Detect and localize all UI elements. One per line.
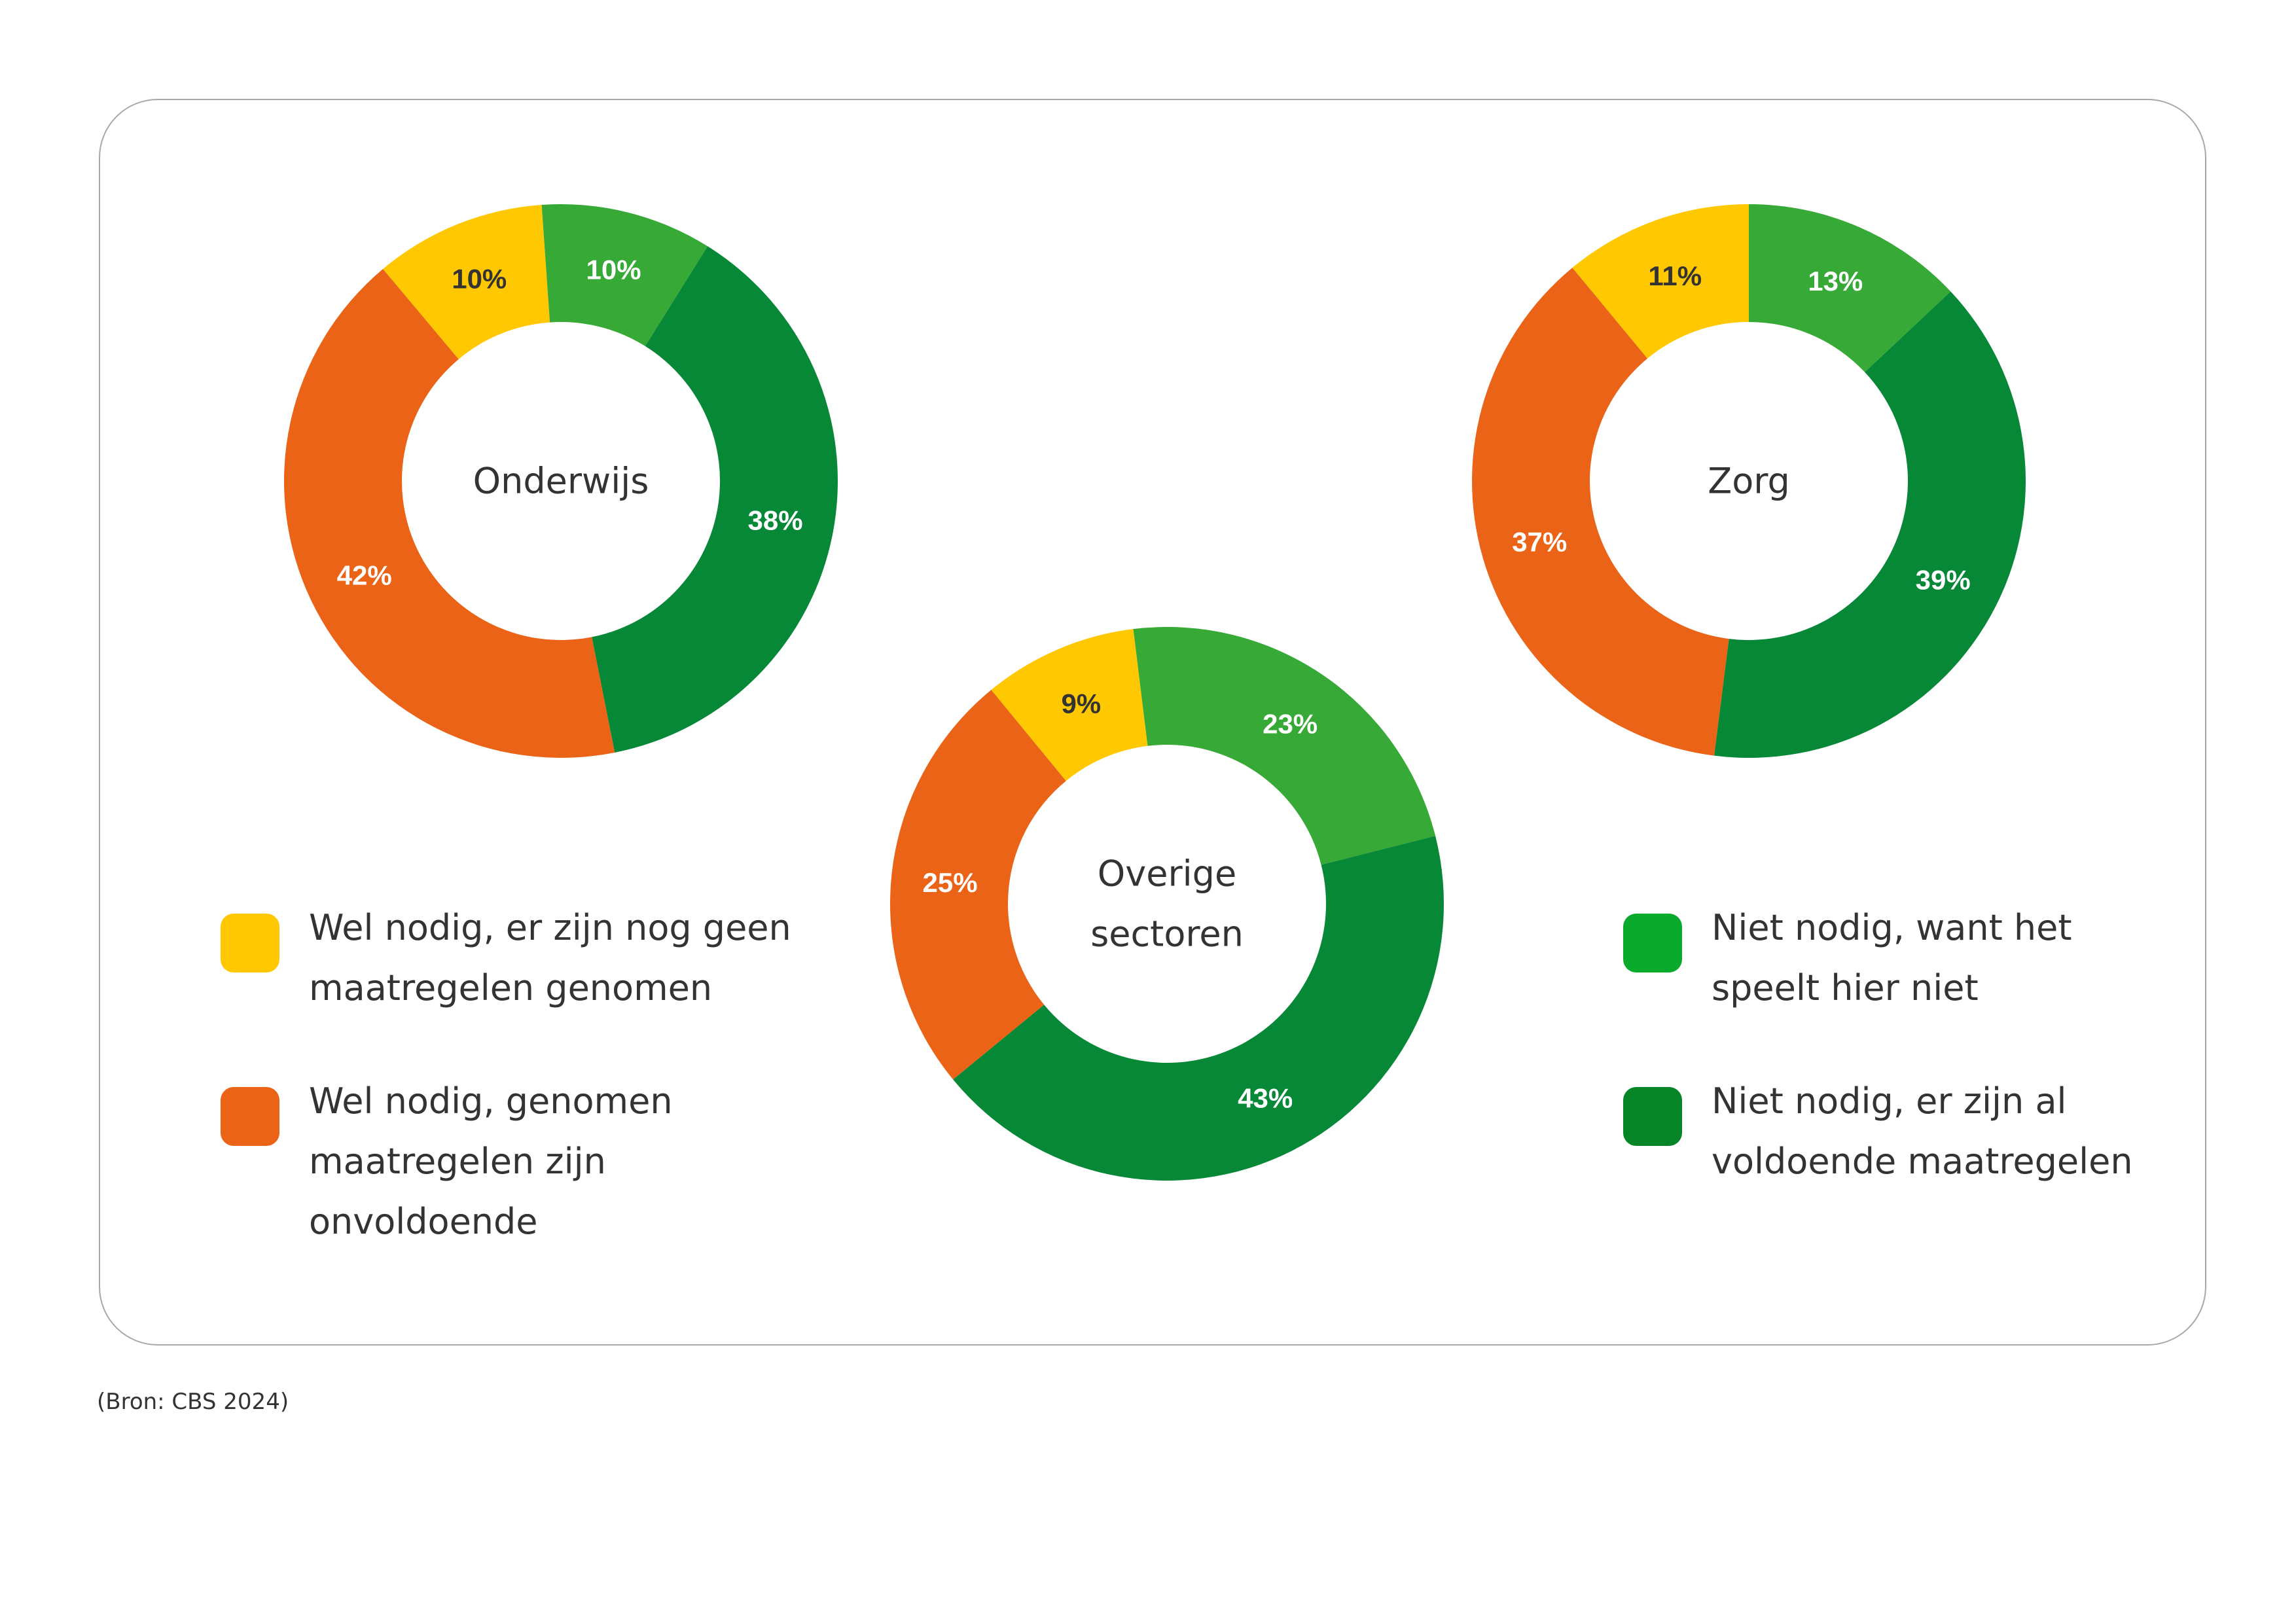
- donut-slice: [953, 836, 1444, 1181]
- data-label: 25%: [923, 867, 978, 898]
- legend-label: Niet nodig, er zijn al: [1712, 1080, 2067, 1122]
- legend-label: Niet nodig, want het: [1712, 907, 2072, 948]
- data-label: 42%: [337, 560, 392, 590]
- legend-item-not-applicable: Niet nodig, want het speelt hier niet: [1623, 907, 2072, 1018]
- source-note: (Bron: CBS 2024): [97, 1389, 289, 1415]
- legend-swatch-dark-green: [1623, 1087, 1682, 1146]
- legend-label: voldoende maatregelen: [1712, 1141, 2133, 1182]
- legend-swatch-orange: [221, 1087, 279, 1146]
- donut-slice: [592, 246, 838, 753]
- donut-title: Overige: [1098, 853, 1236, 895]
- donut-slice: [1471, 268, 1729, 756]
- donut-slice: [383, 205, 550, 359]
- data-label: 13%: [1808, 266, 1863, 296]
- donut-overige-sectoren: 23% 43% 25% 9% Overige sectoren: [890, 627, 1444, 1181]
- data-label: 9%: [1061, 688, 1101, 719]
- data-label: 39%: [1916, 565, 1971, 596]
- legend-label: maatregelen zijn: [309, 1141, 606, 1182]
- data-label: 10%: [452, 264, 507, 294]
- legend-label: Wel nodig, er zijn nog geen: [309, 907, 791, 948]
- donut-slice: [541, 204, 708, 346]
- legend-label: maatregelen genomen: [309, 967, 713, 1008]
- legend-label: speelt hier niet: [1712, 967, 1979, 1008]
- data-label: 10%: [586, 254, 641, 285]
- data-label: 38%: [747, 505, 802, 536]
- data-label: 23%: [1263, 709, 1318, 740]
- legend-swatch-yellow: [221, 914, 279, 972]
- donut-slice: [1133, 627, 1436, 865]
- legend-label: onvoldoende: [309, 1201, 538, 1242]
- donut-slice: [890, 690, 1066, 1080]
- legend-item-sufficient: Niet nodig, er zijn al voldoende maatrege…: [1623, 1080, 2133, 1192]
- donut-slice: [991, 629, 1148, 781]
- data-label: 11%: [1648, 260, 1702, 291]
- data-label: 43%: [1238, 1083, 1293, 1114]
- chart-frame: [99, 99, 2206, 1346]
- donut-onderwijs: 10% 38% 42% 10% Onderwijs: [283, 204, 838, 758]
- donut-slice: [1713, 291, 2026, 758]
- donut-title: sectoren: [1090, 914, 1244, 955]
- donut-zorg: 13% 39% 37% 11% Zorg: [1471, 204, 2026, 758]
- legend-swatch-light-green: [1623, 914, 1682, 972]
- legend-item-no-measures: Wel nodig, er zijn nog geen maatregelen g…: [221, 907, 791, 1018]
- legend-item-insufficient: Wel nodig, genomen maatregelen zijn onvold…: [221, 1080, 673, 1252]
- data-label: 37%: [1512, 526, 1567, 557]
- donut-slice: [1749, 204, 1951, 372]
- donut-title: Zorg: [1708, 461, 1790, 502]
- donut-slice: [283, 268, 615, 758]
- legend-label: Wel nodig, genomen: [309, 1080, 673, 1122]
- donut-slice: [1572, 204, 1749, 359]
- donut-title: Onderwijs: [473, 461, 649, 502]
